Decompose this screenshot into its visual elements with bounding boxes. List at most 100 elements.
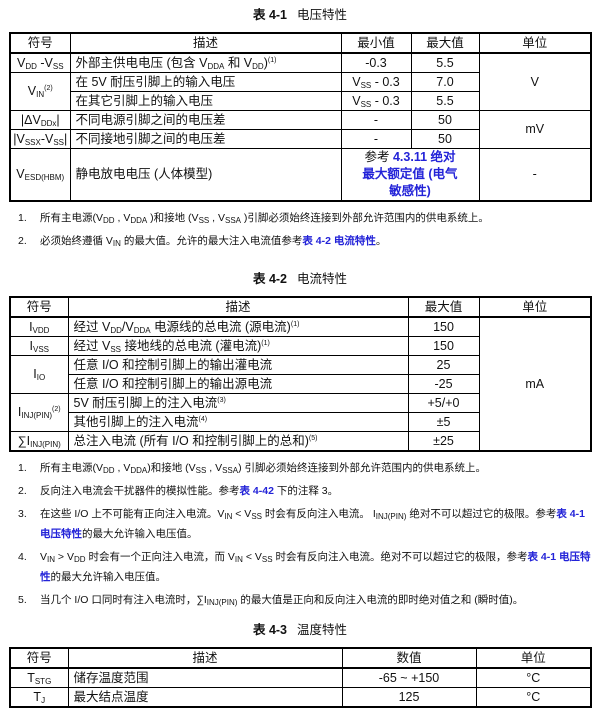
table-row: VIN(2) 在 5V 耐压引脚上的输入电压 VSS - 0.3 7.0: [9, 72, 591, 111]
subscript-text: IN: [234, 555, 243, 564]
text-segment: |: [56, 112, 60, 127]
table-row: TJ 最大结点温度 125 °C: [9, 687, 592, 708]
subscript-text: DD: [25, 61, 37, 71]
text-segment: 在这些 I/O 上不可能有正向注入电流。V: [40, 508, 225, 520]
table-row: |VSSX-VSS| 不同接地引脚之间的电压差 - 50: [9, 129, 591, 149]
text-segment: 不同接地引脚之间的电压差: [75, 131, 226, 146]
temperature-table: 符号 描述 数值 单位 TSTG 储存温度范围 -65 ~ +150 °C TJ 最大结点温度…: [9, 647, 592, 708]
text-segment: V: [16, 167, 25, 181]
max-cell: 150: [407, 316, 480, 337]
table-4-1-notes: 1. 所有主电源(VDD , VDDA )和接地 (VSS , VSSA )引脚必…: [18, 208, 600, 251]
supscript-text: (3): [217, 396, 226, 404]
note-number: 2.: [18, 235, 27, 247]
subscript-text: DDA: [133, 325, 151, 335]
text-segment: 其他引脚上的注入电流: [73, 414, 199, 429]
table-4-2-title: 表 4-2 电流特性: [0, 271, 600, 287]
text-segment: 参考: [364, 150, 393, 164]
subscript-text: DDA: [207, 61, 225, 71]
subscript-text: ESD(HBM): [24, 173, 65, 182]
text-segment: )引脚必须始终连接到外部允许范围内的供电系统上。: [241, 212, 489, 224]
table-row: ∑IINJ(PIN) 总注入电流 (所有 I/O 和控制引脚上的总和)(5) ±25: [9, 431, 591, 452]
supscript-text: (1): [290, 320, 300, 328]
unit-cell: -: [478, 148, 592, 202]
subscript-text: VDD: [32, 325, 50, 335]
cross-reference-link[interactable]: 表 4-2 电流特性: [302, 235, 376, 247]
text-segment: ∑I: [17, 433, 31, 448]
description-cell: 5V 耐压引脚上的注入电流(3): [67, 393, 409, 413]
min-cell: -0.3: [340, 52, 412, 73]
text-segment: )和接地 (V: [147, 462, 196, 474]
header-cell: 描述: [67, 296, 409, 318]
text-segment: 时会有反向注入电流。 I: [262, 508, 376, 520]
subscript-text: SSX: [24, 137, 41, 147]
subscript-text: IO: [36, 373, 46, 382]
text-segment: T: [27, 670, 35, 685]
text-segment: 经过 V: [73, 319, 111, 334]
table-number: 表 4-2: [252, 272, 288, 286]
symbol-cell: VDD -VSS: [9, 52, 71, 73]
current-table: 符号 描述 最大值 单位 IVDD 经过 VDD/VDDA 电源线的总电流 (源电流)(…: [9, 296, 592, 452]
cross-reference-link[interactable]: 表 4-1 电压特性: [40, 508, 585, 540]
reference-cell[interactable]: 参考 4.3.11 绝对最大额定值 (电气敏感性): [340, 148, 480, 202]
cross-reference-link[interactable]: 表 4-1 电压特性: [40, 551, 591, 583]
table-row: VESD(HBM) 静电放电电压 (人体模型) 参考 4.3.11 绝对最大额定值 …: [9, 148, 592, 202]
symbol-cell: VESD(HBM): [9, 148, 71, 202]
min-cell: VSS - 0.3: [340, 72, 412, 92]
symbol-cell: TJ: [9, 687, 69, 708]
text-segment: ) 引脚必须始终连接到外部允许范围内的供电系统上。: [238, 462, 487, 474]
table-name: 电压特性: [297, 8, 348, 22]
header-cell: 单位: [478, 296, 592, 318]
header-cell: 单位: [475, 647, 592, 669]
cross-reference-link[interactable]: 4.3.11 绝对最大额定值 (电气敏感性): [362, 150, 458, 198]
text-segment: 时会有反向注入电流。绝对不可以超过它的极限，参考: [272, 551, 528, 563]
note-number: 3.: [18, 508, 27, 520]
header-cell: 单位: [478, 32, 592, 54]
subscript-text: DD: [103, 466, 115, 475]
text-segment: V: [40, 551, 48, 563]
supscript-text: (2): [52, 406, 61, 413]
text-segment: )和接地 (V: [147, 212, 199, 224]
text-segment: I: [17, 405, 22, 419]
text-segment: 。: [375, 235, 387, 247]
text-segment: 在其它引脚上的输入电压: [75, 93, 214, 108]
note-number: 5.: [18, 594, 27, 606]
text-segment: 最大结点温度: [73, 689, 149, 704]
table-4-3-title: 表 4-3 温度特性: [0, 622, 600, 638]
unit-cell: V: [478, 52, 592, 111]
text-segment: 和 V: [224, 55, 253, 70]
text-segment: 必须始终遵循 V: [40, 235, 113, 247]
note-text: 反向注入电流会干扰器件的模拟性能。参考表 4-42 下的注释 3。: [40, 481, 595, 501]
table-row: TSTG 储存温度范围 -65 ~ +150 °C: [9, 667, 592, 688]
subscript-text: DDA: [130, 216, 148, 225]
text-segment: 不同电源引脚之间的电压差: [75, 112, 226, 127]
text-segment: < V: [232, 508, 252, 520]
symbol-cell: IVDD: [9, 316, 69, 337]
subscript-text: DD: [103, 216, 115, 225]
header-cell: 数值: [341, 647, 477, 669]
min-cell: -: [340, 129, 412, 149]
text-segment: |ΔV: [20, 112, 41, 127]
subscript-text: INJ(PIN): [30, 439, 61, 449]
note-number: 4.: [18, 551, 27, 563]
symbol-cell: IINJ(PIN)(2): [9, 393, 69, 432]
text-segment: , V: [209, 212, 225, 224]
voltage-table: 符号 描述 最小值 最大值 单位 VDD -VSS 外部主供电电压 (包含 VDDA 和 …: [9, 32, 592, 202]
table-row: |ΔVDDx| 不同电源引脚之间的电压差 -50 mV: [9, 110, 592, 149]
description-cell: 在其它引脚上的输入电压: [69, 91, 342, 111]
min-cell: VSS - 0.3: [340, 91, 412, 111]
unit-cell: °C: [475, 687, 592, 708]
table-row: 其他引脚上的注入电流(4) ±5: [10, 412, 591, 432]
max-cell: 7.0: [410, 72, 480, 92]
table-row: 任意 I/O 和控制引脚上的输出源电流 -25: [10, 374, 591, 394]
header-cell: 最大值: [410, 32, 480, 54]
text-segment: - 0.3: [371, 74, 400, 89]
text-segment: - 0.3: [371, 93, 400, 108]
table-4-1-title: 表 4-1 电压特性: [0, 7, 600, 23]
text-segment: 的最大值是正向和反向注入电流的即时绝对值之和 (瞬时值)。: [237, 594, 524, 606]
description-cell: 其他引脚上的注入电流(4): [67, 412, 409, 432]
supscript-text: (4): [198, 415, 208, 423]
subscript-text: SS: [52, 61, 64, 71]
cross-reference-link[interactable]: 表 4-42: [239, 485, 274, 497]
max-cell: ±5: [407, 412, 480, 432]
text-segment: 储存温度范围: [73, 670, 149, 685]
